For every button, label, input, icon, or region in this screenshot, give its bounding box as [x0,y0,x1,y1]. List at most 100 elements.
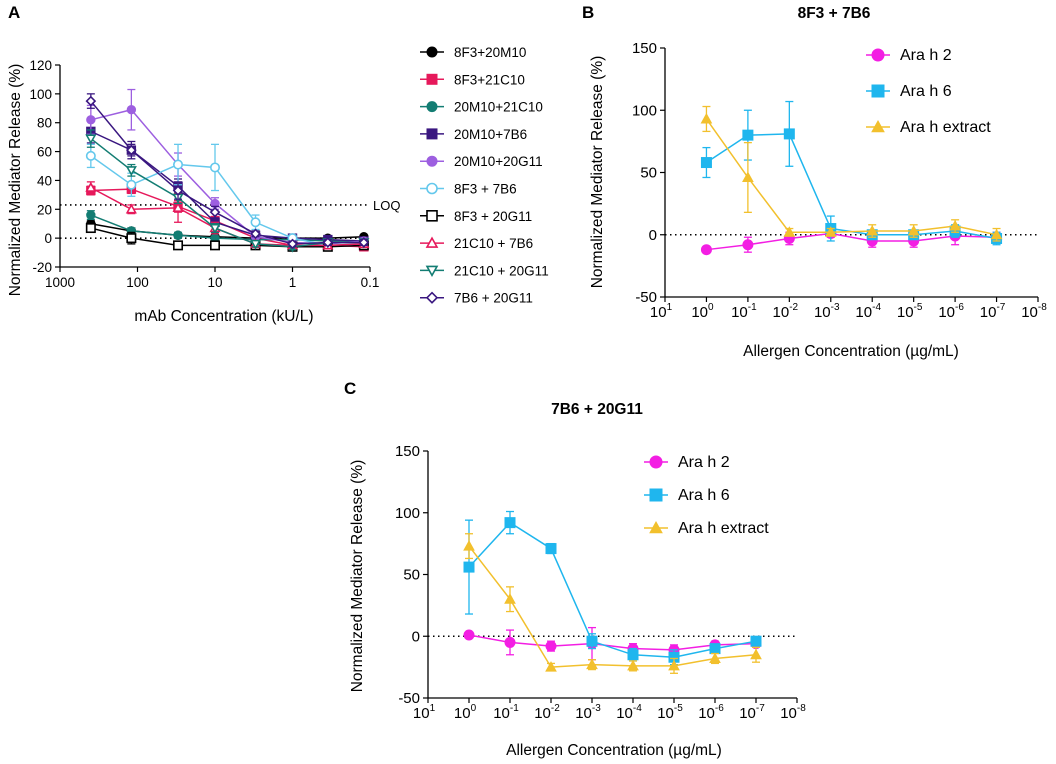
data-point [173,159,184,170]
legend-item-ara-h-2: Ara h 2 [866,47,952,64]
x-tick-label: 10-8 [780,703,806,722]
data-point [627,659,639,671]
legend-marker [425,291,439,304]
data-point [126,233,137,244]
panel-a-x-axis-label: mAb Concentration (kU/L) [134,308,313,325]
legend-marker [649,488,663,502]
panel-b-letter: B [582,3,594,22]
x-tick-label: 100 [691,302,714,321]
series-line [468,545,757,668]
data-point [700,112,713,124]
data-point [173,230,183,240]
data-point [750,635,762,647]
x-tick-exponent: -5 [914,302,923,313]
data-point [907,224,920,236]
x-tick-label: 100 [126,275,149,290]
legend-marker [426,101,438,113]
data-point [545,661,557,672]
y-tick-label: -20 [32,260,52,275]
legend-item-ara-h-2: Ara h 2 [644,454,730,471]
legend-item-ara-h-6: Ara h 6 [866,83,952,100]
legend-item-ara-h-extract: Ara h extract [866,119,991,136]
legend-label: 8F3+20M10 [454,45,526,60]
legend-label: 8F3 + 7B6 [454,182,517,197]
panel-b-y-axis-label: Normalized Mediator Release (%) [589,56,606,289]
y-tick-label: 60 [37,145,52,160]
legend-item-21c10-7b6: 21C10 + 7B6 [420,236,533,251]
data-point [990,228,1003,240]
y-tick-label: 80 [37,116,52,131]
data-point [126,179,137,190]
x-tick-label: 10-4 [616,703,642,722]
data-point [709,652,721,663]
x-tick-label: 10-7 [739,703,765,722]
x-tick-exponent: -2 [789,302,798,313]
x-tick-label: 101 [650,302,673,321]
x-tick-exponent: 1 [667,302,673,313]
data-point [709,643,721,655]
data-point [287,238,298,250]
panel-c-y-axis-label: Normalized Mediator Release (%) [349,460,366,693]
series-7b6-20g11 [85,93,370,250]
legend-item-7b6-20g11: 7B6 + 20G11 [420,291,533,306]
x-tick-exponent: -7 [996,302,1005,313]
data-point [86,115,96,125]
y-tick-label: 50 [640,165,657,182]
y-tick-label: 40 [37,173,52,188]
data-point [545,543,557,555]
series-line [90,214,364,242]
x-tick-label: 0.1 [361,275,380,290]
x-tick-label: 10-6 [698,703,724,722]
x-tick-exponent: -4 [633,703,642,714]
legend-item-20m10-20g11: 20M10+20G11 [420,154,543,169]
x-tick-exponent: -5 [674,703,683,714]
legend-marker [871,119,885,133]
data-point [463,629,475,641]
y-tick-label: -50 [635,289,657,306]
legend-label: 7B6 + 20G11 [454,291,533,306]
x-tick-exponent: -7 [756,703,765,714]
legend-label: 8F3 + 20G11 [454,209,532,224]
data-point [504,593,516,604]
data-point [172,185,184,196]
x-tick-label: 10-3 [575,703,601,722]
data-point [700,157,712,169]
legend-marker [649,520,663,534]
data-point [173,240,184,251]
data-point [586,635,598,647]
x-tick-label: 10-8 [1021,302,1047,321]
x-tick-label: 10-2 [534,703,560,722]
data-point [358,237,370,248]
x-tick-exponent: -6 [715,703,724,714]
data-point [463,561,475,573]
data-point [249,239,262,250]
legend-label: Ara h extract [678,520,769,537]
data-point [172,201,184,213]
series-line [706,133,997,240]
panel-a-letter: A [8,3,20,22]
data-point [866,224,879,236]
x-tick-exponent: -1 [510,703,519,714]
data-point [126,144,137,156]
data-point [125,166,137,177]
data-point [504,636,516,648]
x-tick-label: 10 [207,275,222,290]
y-tick-label: 120 [29,58,52,73]
y-tick-label: 0 [44,231,52,246]
data-point [322,237,334,248]
legend-marker [426,73,438,85]
data-point [463,540,475,551]
data-point [209,206,221,218]
data-point [750,648,762,660]
series-line [468,521,757,658]
data-point [949,220,961,231]
data-point [126,105,137,115]
data-point [85,150,96,161]
x-tick-label: 1000 [45,275,75,290]
legend-label: 21C10 + 20G11 [454,263,549,278]
data-point [627,649,639,661]
legend-item-20m10-7b6: 20M10+7B6 [420,127,527,142]
series-line [705,118,997,236]
